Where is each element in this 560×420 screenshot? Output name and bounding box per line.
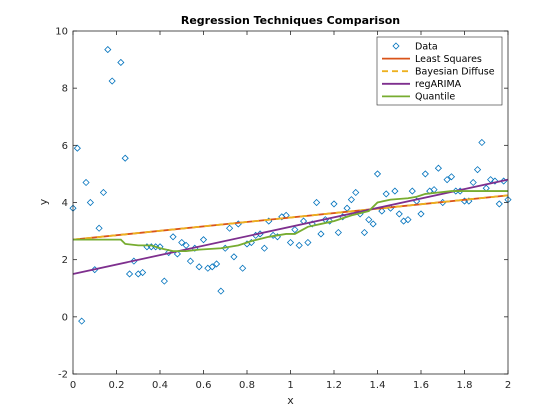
data-point [373, 170, 382, 178]
legend-entry-label: Bayesian Diffuse [415, 67, 495, 78]
y-tick-label: 4 [62, 198, 68, 209]
data-point [408, 187, 416, 195]
data-point [369, 220, 377, 228]
data-point [230, 253, 238, 261]
y-tick-label: -2 [58, 370, 68, 381]
x-tick-label: 1.6 [413, 380, 429, 391]
data-point [447, 173, 456, 181]
data-point [186, 257, 195, 265]
y-tick-label: 10 [55, 27, 68, 38]
series-line-bayesian-diffuse [72, 194, 509, 241]
data-point [395, 210, 403, 218]
data-point [78, 317, 86, 325]
data-point [173, 250, 181, 258]
data-point [491, 177, 499, 185]
data-point [139, 268, 147, 277]
chart-title: Regression Techniques Comparison [181, 14, 400, 27]
data-point [352, 188, 360, 197]
data-point [378, 207, 386, 215]
data-point [82, 178, 90, 187]
data-point [95, 224, 103, 232]
legend: Data Least Squares Bayesian DiffuseregARIM… [376, 36, 503, 106]
series-layer [69, 46, 512, 325]
data-point [195, 263, 203, 271]
data-point [326, 217, 334, 225]
legend-marker-diamond [392, 42, 400, 50]
data-point [443, 176, 451, 184]
data-point [165, 248, 173, 257]
data-point [121, 154, 129, 162]
x-tick-label: 0.8 [239, 380, 255, 391]
data-point [104, 46, 112, 54]
data-point [417, 210, 425, 218]
x-tick-label: 0.6 [196, 380, 212, 391]
data-point [260, 244, 268, 252]
data-point [286, 238, 295, 247]
data-point [365, 216, 373, 224]
legend-entry-label: Quantile [415, 92, 455, 103]
y-axis-label: y [37, 198, 50, 205]
data-point [313, 198, 321, 207]
data-point [160, 277, 168, 285]
x-axis-label: x [287, 394, 294, 407]
data-point [473, 166, 482, 174]
y-tick-label: 2 [62, 255, 68, 266]
data-point [269, 231, 277, 239]
data-point [217, 287, 225, 295]
data-point [382, 190, 390, 198]
data-point [169, 233, 177, 241]
data-point [478, 138, 486, 147]
data-point [239, 264, 247, 272]
x-tick-label: 1.4 [370, 380, 386, 391]
data-point [304, 238, 312, 247]
x-tick-label: 1.8 [457, 380, 473, 391]
x-tick-label: 0.4 [152, 380, 168, 391]
data-point [178, 238, 186, 247]
data-point [334, 228, 342, 237]
data-point [117, 58, 125, 67]
x-tick-label: 1 [287, 380, 293, 391]
y-tick-label: 0 [62, 312, 68, 323]
legend-entry-label: Least Squares [415, 54, 482, 65]
data-point [99, 188, 108, 197]
data-point [495, 200, 503, 208]
y-tick-label: 6 [62, 141, 68, 152]
data-point [330, 200, 338, 208]
data-point [391, 187, 399, 195]
x-tick-label: 0 [70, 380, 76, 391]
x-tick-label: 2 [505, 380, 511, 391]
data-point [347, 196, 355, 204]
data-point [156, 243, 164, 251]
data-point [404, 216, 412, 224]
y-tick-label: 8 [62, 84, 68, 95]
series-line-regarima [72, 178, 509, 275]
data-point [199, 236, 208, 244]
data-point [226, 224, 234, 232]
data-point [434, 164, 442, 172]
data-point [73, 144, 81, 152]
legend-entry-label: regARIMA [415, 79, 462, 90]
x-tick-label: 1.2 [326, 380, 342, 391]
data-point [108, 77, 116, 85]
series-line-quantile [73, 190, 508, 252]
legend-entry-label: Data [415, 41, 438, 52]
data-point [86, 198, 94, 207]
data-point [291, 226, 299, 234]
data-point [421, 170, 429, 178]
data-point [208, 263, 216, 271]
data-point [182, 241, 190, 249]
data-point [212, 260, 221, 268]
data-point [360, 228, 369, 237]
data-point [125, 270, 134, 278]
data-point [295, 241, 303, 249]
x-tick-label: 0.2 [109, 380, 125, 391]
data-point [469, 178, 477, 187]
data-point [317, 230, 325, 238]
